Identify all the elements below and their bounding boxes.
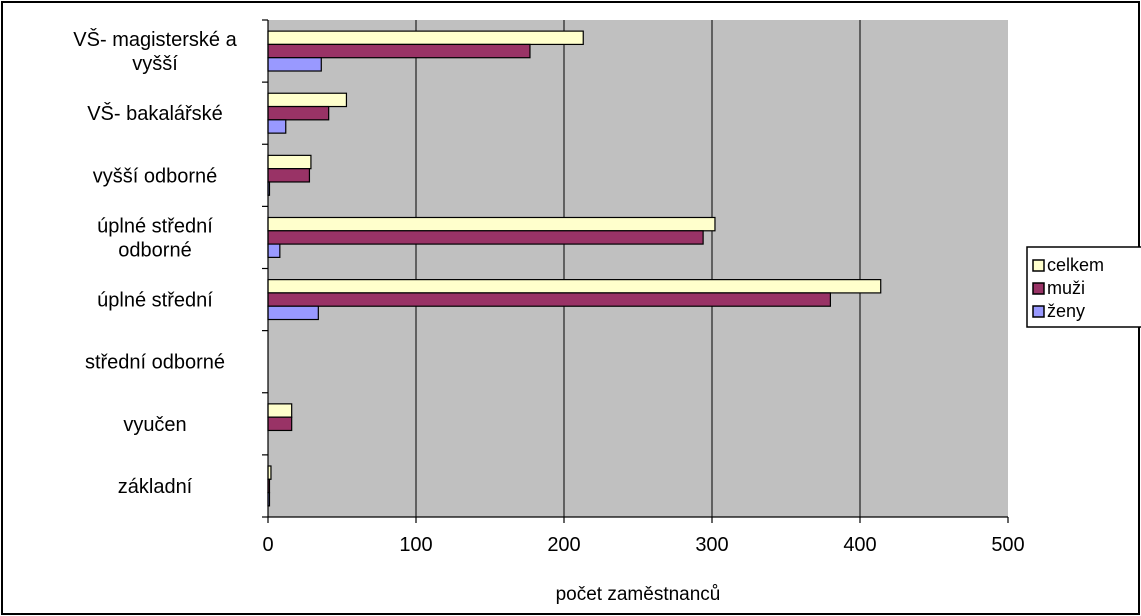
gridlines bbox=[415, 20, 861, 517]
legend-items: celkem muži ženy bbox=[1032, 255, 1104, 321]
category-label-7: základní bbox=[118, 476, 193, 498]
x-tick-label: 400 bbox=[843, 534, 876, 556]
category-label-1: VŠ- bakalářské bbox=[87, 102, 223, 125]
bar-ženy-0 bbox=[267, 57, 322, 72]
category-label-5: střední odborné bbox=[85, 352, 225, 374]
category-label-line: vyučen bbox=[123, 414, 186, 436]
tick-labels: 0 100 200 300 400 500 bbox=[262, 534, 1024, 556]
bar-celkem-0 bbox=[267, 30, 584, 46]
category-label-line: vyšší odborné bbox=[93, 165, 218, 187]
bar-ženy-1 bbox=[267, 119, 287, 134]
x-tick-label: 100 bbox=[399, 534, 432, 556]
legend-label-muži: muži bbox=[1047, 278, 1085, 298]
bar-muži-1 bbox=[267, 105, 330, 121]
bar-celkem-4 bbox=[267, 279, 882, 294]
category-label-line: VŠ- bakalářské bbox=[87, 102, 223, 125]
category-label-line: VŠ- magisterské a bbox=[73, 28, 237, 51]
category-label-line: odborné bbox=[118, 239, 191, 261]
category-label-line: úplné střední bbox=[97, 215, 213, 237]
bar-celkem-2 bbox=[267, 154, 312, 170]
category-label-line: střední odborné bbox=[85, 352, 225, 374]
legend-swatch-muži bbox=[1032, 282, 1045, 295]
bar-muži-4 bbox=[267, 292, 832, 307]
bar-ženy-3 bbox=[267, 243, 281, 258]
legend-label-ženy: ženy bbox=[1047, 301, 1085, 321]
legend: celkem muži ženy bbox=[1026, 246, 1141, 328]
bar-celkem-1 bbox=[267, 92, 348, 108]
bar-celkem-3 bbox=[267, 216, 716, 232]
legend-box bbox=[1026, 246, 1141, 328]
x-axis-title: počet zaměstnanců bbox=[556, 584, 721, 605]
bar-muži-3 bbox=[267, 230, 704, 245]
category-label-line: úplné střední bbox=[97, 290, 213, 312]
legend-label-celkem: celkem bbox=[1047, 255, 1104, 275]
category-label-line: vyšší bbox=[132, 53, 178, 75]
plot-area bbox=[268, 20, 1008, 517]
bar-celkem-6 bbox=[267, 403, 293, 418]
bar-muži-0 bbox=[267, 43, 531, 59]
category-label-line: základní bbox=[118, 476, 193, 498]
bar-muži-6 bbox=[267, 416, 293, 432]
category-label-6: vyučen bbox=[123, 414, 186, 436]
x-tick-label: 500 bbox=[991, 534, 1024, 556]
bar-ženy-4 bbox=[267, 305, 319, 321]
category-label-4: úplné střední bbox=[97, 290, 213, 312]
legend-swatch-ženy bbox=[1032, 305, 1045, 318]
x-tick-label: 0 bbox=[262, 534, 273, 556]
legend-swatch-celkem bbox=[1032, 259, 1045, 272]
x-tick-label: 200 bbox=[547, 534, 580, 556]
category-label-2: vyšší odborné bbox=[93, 165, 218, 187]
x-tick-label: 300 bbox=[695, 534, 728, 556]
axes bbox=[262, 19, 1009, 523]
bar-muži-2 bbox=[267, 168, 311, 183]
